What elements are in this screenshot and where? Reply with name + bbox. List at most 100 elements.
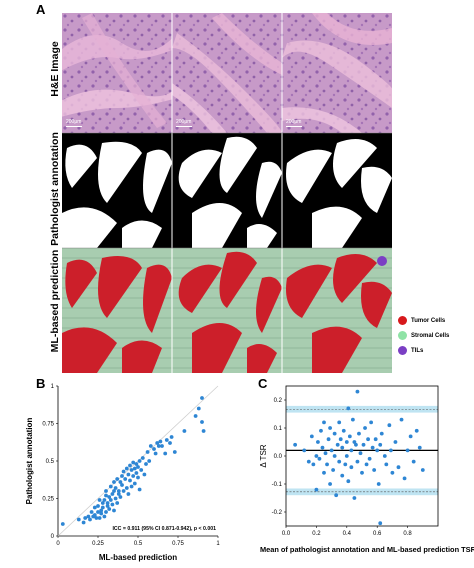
data-point-b xyxy=(134,471,139,475)
data-point-c xyxy=(347,434,352,439)
upper-loa-band xyxy=(286,405,438,413)
data-point-b xyxy=(113,496,118,501)
data-point-b xyxy=(132,481,137,486)
data-point-c xyxy=(405,448,410,453)
data-point-c xyxy=(361,442,366,447)
data-point-c xyxy=(344,454,349,458)
data-point-c xyxy=(337,420,342,425)
data-point-b xyxy=(153,451,158,456)
data-point-b xyxy=(108,484,113,489)
legend-stromal: Stromal Cells xyxy=(398,331,449,340)
data-point-c xyxy=(335,442,340,447)
row-label-he: H&E Image xyxy=(49,41,61,97)
data-point-b xyxy=(89,510,94,514)
data-point-b xyxy=(96,504,100,508)
data-point-b xyxy=(129,484,134,489)
data-point-c xyxy=(358,451,363,456)
data-point-b xyxy=(148,444,153,448)
data-point-b xyxy=(182,429,187,433)
icc-annotation: ICC = 0.911 (95% CI 0.871-0.942), p < 0.… xyxy=(112,526,216,532)
data-point-b xyxy=(104,510,108,514)
data-point-b xyxy=(129,468,134,472)
data-point-c xyxy=(322,420,326,425)
data-point-b xyxy=(112,480,116,484)
legend-tumor: Tumor Cells xyxy=(398,316,445,325)
lower-loa-band xyxy=(286,488,438,496)
data-point-c xyxy=(322,470,326,475)
data-point-b xyxy=(145,450,150,454)
data-point-b xyxy=(88,517,92,522)
data-point-c xyxy=(328,482,332,486)
y-axis-label-b: Pathologist annotation xyxy=(25,418,34,505)
data-point-c xyxy=(393,440,398,444)
data-point-b xyxy=(112,489,116,493)
data-point-b xyxy=(76,517,81,522)
y-axis-label-c: Δ TSR xyxy=(259,444,268,467)
data-point-b xyxy=(123,477,128,481)
data-point-c xyxy=(346,406,351,411)
data-point-b xyxy=(110,492,115,496)
data-point-c xyxy=(331,468,336,472)
data-point-b xyxy=(102,514,107,519)
data-point-c xyxy=(340,473,345,478)
data-point-b xyxy=(97,498,102,502)
scatter-chart-b: 0 0.25 0.5 0.75 1 0 0.25 0.5 0.75 1 ICC = 0.911 (9… xyxy=(25,384,220,562)
data-point-c xyxy=(332,431,337,436)
data-point-b xyxy=(172,450,177,454)
data-point-b xyxy=(105,501,110,505)
data-point-b xyxy=(100,505,105,510)
data-point-c xyxy=(372,468,377,472)
data-point-c xyxy=(367,456,372,461)
data-point-c xyxy=(320,445,325,450)
data-point-b xyxy=(96,510,100,514)
data-point-c xyxy=(384,462,389,467)
data-point-c xyxy=(302,448,307,453)
data-point-b xyxy=(108,498,113,502)
data-point-c xyxy=(402,476,407,481)
data-point-c xyxy=(379,431,384,436)
x-tick-label-c: 0.0 xyxy=(282,531,291,537)
data-point-b xyxy=(118,480,123,484)
data-point-b xyxy=(60,522,65,526)
legend-tils: TILs xyxy=(398,346,423,355)
row-label-ml: ML-based prediction xyxy=(49,249,61,353)
scale-bar-label-2: 200μm xyxy=(176,119,192,125)
image-grid xyxy=(62,13,392,373)
annotation-mask-1 xyxy=(62,133,172,248)
data-point-b xyxy=(97,516,102,520)
data-point-b xyxy=(200,396,204,400)
data-point-c xyxy=(338,437,343,442)
data-point-b xyxy=(160,444,164,448)
data-point-c xyxy=(370,445,375,450)
data-point-b xyxy=(115,501,120,505)
data-point-c xyxy=(352,440,357,444)
data-point-c xyxy=(373,437,378,442)
data-point-c xyxy=(343,462,348,467)
y-tick-label-c: -0.2 xyxy=(272,510,283,516)
data-point-b xyxy=(92,505,97,510)
data-point-c xyxy=(334,493,339,498)
data-point-c xyxy=(378,442,383,447)
x-tick-label-b: 0.5 xyxy=(134,541,143,547)
data-point-b xyxy=(158,439,163,444)
data-point-b xyxy=(107,507,112,511)
y-tick-label-b: 0.75 xyxy=(42,422,54,428)
data-point-c xyxy=(355,389,360,394)
data-point-c xyxy=(375,448,380,453)
data-point-c xyxy=(323,451,328,456)
data-point-c xyxy=(316,440,320,444)
data-point-c xyxy=(411,459,416,464)
data-point-c xyxy=(349,448,354,453)
scale-bar-1: 200μm xyxy=(66,119,82,127)
data-point-b xyxy=(144,462,148,466)
data-point-b xyxy=(104,493,108,498)
y-tick-label-c: 0.2 xyxy=(274,398,283,404)
data-point-b xyxy=(94,516,99,520)
data-point-c xyxy=(326,437,331,442)
y-tick-label-b: 1 xyxy=(51,384,55,390)
data-point-b xyxy=(121,469,126,474)
data-point-b xyxy=(155,441,160,445)
legend-stromal-swatch xyxy=(398,331,407,340)
x-tick-label-c: 0.8 xyxy=(403,531,412,537)
data-point-b xyxy=(134,462,139,466)
